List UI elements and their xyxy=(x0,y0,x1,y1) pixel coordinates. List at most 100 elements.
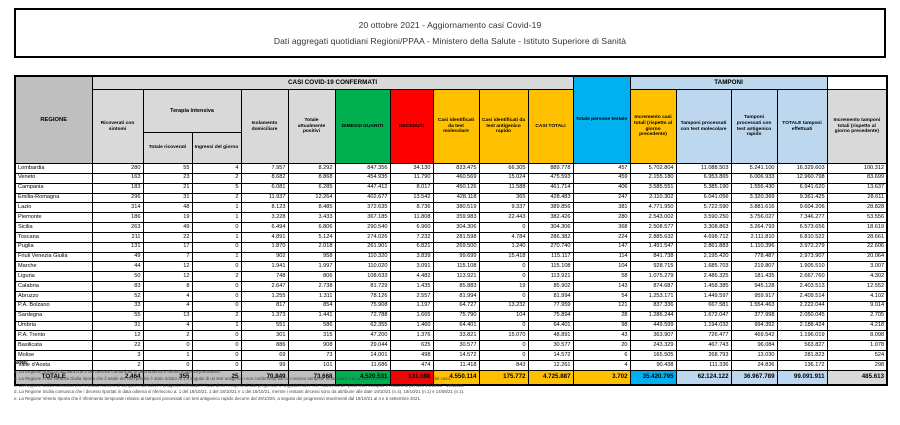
cell-ricoverati: 280 xyxy=(91,163,144,174)
cell-attualmente_positivi: 73.668 xyxy=(287,369,336,386)
region-name: Molise xyxy=(14,350,93,361)
cell-attualmente_positivi: 586 xyxy=(287,320,336,332)
cell-ti_totale: 355 xyxy=(142,369,193,386)
table-row: Marche 44 12 0 1.941 1.997 110.020 3.091 115.108… xyxy=(14,261,888,273)
region-name: Umbria xyxy=(14,320,93,332)
cell-incremento_casi: 459 xyxy=(572,172,631,184)
cell-casi_molecolare: 380.519 xyxy=(432,202,480,214)
cell-guariti: 367.185 xyxy=(334,212,391,224)
cell-ricoverati: 314 xyxy=(91,202,144,214)
cell-tamponi_antigenico: 3.320.369 xyxy=(730,192,778,204)
cell-ti_ingressi: 0 xyxy=(191,330,242,342)
cell-deceduti: 1.435 xyxy=(389,281,434,292)
cell-tamponi_totale: 12.960.798 xyxy=(776,172,828,184)
cell-ti_ingressi: 1 xyxy=(191,202,242,214)
cell-guariti: 290.540 xyxy=(334,222,391,233)
cell-ricoverati: 83 xyxy=(91,281,144,292)
cell-ricoverati: 183 xyxy=(91,182,144,194)
cell-tamponi_totale: 563.827 xyxy=(776,340,828,352)
cell-persone_testate: 1.075.279 xyxy=(629,271,677,283)
cell-incremento_casi: 224 xyxy=(572,231,631,243)
cell-casi_antigenico: 19 xyxy=(478,281,529,292)
cell-persone_testate: 874.687 xyxy=(629,281,677,292)
region-name: Marche xyxy=(14,261,93,273)
cell-tamponi_antigenico: 3.881.616 xyxy=(730,202,778,214)
cell-casi_totali: 12.261 xyxy=(527,359,574,371)
cell-incremento_tamponi: 298 xyxy=(826,359,888,371)
cell-persone_testate: 449.599 xyxy=(629,320,677,332)
cell-incremento_tamponi: 100.312 xyxy=(826,163,888,174)
cell-ti_totale: 31 xyxy=(142,192,193,204)
table-row: Umbria 31 4 1 551 586 62.355 1.460 64.401 0 64.401… xyxy=(14,320,888,332)
cell-casi_antigenico: 0 xyxy=(478,261,529,273)
note-line-e: e. La Regione Veneto riporta che il rife… xyxy=(14,396,422,402)
cell-guariti: 75.908 xyxy=(334,300,391,312)
cell-incremento_tamponi: 485.613 xyxy=(826,369,888,386)
cell-tamponi_antigenico: 3.756.027 xyxy=(730,212,778,224)
cell-casi_totali: 475.593 xyxy=(527,172,574,184)
cell-attualmente_positivi: 2.738 xyxy=(287,281,336,292)
header-tamponi-molecolare: Tamponi processati con test molecolare xyxy=(675,89,732,164)
cell-incremento_casi: 20 xyxy=(572,340,631,352)
title-line2: Dati aggregati quotidiani Regioni/PPAA -… xyxy=(273,36,627,46)
cell-attualmente_positivi: 6.285 xyxy=(287,182,336,194)
cell-tamponi_molecolare: 1.458.385 xyxy=(675,281,732,292)
cell-ti_ingressi: 2 xyxy=(191,310,242,322)
cell-tamponi_antigenico: 469.542 xyxy=(730,330,778,342)
cell-ricoverati: 33 xyxy=(91,300,144,312)
header-terapia-intensiva: Terapia intensiva xyxy=(142,89,242,133)
header-deceduti: DECEDUTI xyxy=(389,89,434,164)
region-name: P.A. Bolzano xyxy=(14,300,93,312)
cell-casi_antigenico: 15.418 xyxy=(478,251,529,263)
cell-ricoverati: 12 xyxy=(91,330,144,342)
cell-tamponi_antigenico: 959.917 xyxy=(730,290,778,302)
cell-tamponi_molecolare: 2.486.325 xyxy=(675,271,732,283)
table-body: Lombardia 280 55 4 7.957 8.292 847.356 34.130 82… xyxy=(14,163,888,386)
table-row: Toscana 211 22 1 4.891 5.124 274.026 7.232 281.5… xyxy=(14,231,888,243)
table-row: P.A. Bolzano 33 4 0 817 854 75.908 1.197 64.727 1… xyxy=(14,300,888,312)
cell-incremento_casi: 247 xyxy=(572,192,631,204)
cell-incremento_casi: 121 xyxy=(572,300,631,312)
cell-casi_totali: 389.856 xyxy=(527,202,574,214)
cell-persone_testate: 1.253.171 xyxy=(629,290,677,302)
cell-tamponi_totale: 2.222.044 xyxy=(776,300,828,312)
cell-casi_molecolare: 304.306 xyxy=(432,222,480,233)
cell-attualmente_positivi: 806 xyxy=(287,271,336,283)
region-name: Calabria xyxy=(14,281,93,292)
cell-attualmente_positivi: 958 xyxy=(287,251,336,263)
table-row: Emilia-Romagna 296 31 2 11.937 12.264 402.677 1… xyxy=(14,192,888,204)
cell-guariti: 78.126 xyxy=(334,290,391,302)
cell-tamponi_molecolare: 3.590.250 xyxy=(675,212,732,224)
cell-ti_ingressi: 25 xyxy=(191,369,242,386)
note-line-d: d. La Regione Sicilia comunica che i dec… xyxy=(14,389,465,395)
cell-tamponi_antigenico: 36.967.789 xyxy=(730,369,778,386)
cell-deceduti: 8.017 xyxy=(389,182,434,194)
cell-casi_molecolare: 64.401 xyxy=(432,320,480,332)
region-name: Toscana xyxy=(14,231,93,243)
cell-persone_testate: 35.420.795 xyxy=(629,369,677,386)
cell-deceduti: 13.542 xyxy=(389,192,434,204)
cell-tamponi_totale: 6.573.656 xyxy=(776,222,828,233)
table-row: Liguria 50 12 2 748 806 108.633 4.482 113.921 0 11… xyxy=(14,271,888,283)
cell-tamponi_totale: 2.973.907 xyxy=(776,251,828,263)
cell-casi_totali: 77.959 xyxy=(527,300,574,312)
cell-ricoverati: 3 xyxy=(91,350,144,361)
cell-attualmente_positivi: 2.018 xyxy=(287,241,336,253)
cell-deceduti: 34.130 xyxy=(389,163,434,174)
cell-incremento_tamponi: 13.637 xyxy=(826,182,888,194)
cell-casi_molecolare: 281.598 xyxy=(432,231,480,243)
cell-ti_totale: 0 xyxy=(142,340,193,352)
cell-ti_ingressi: 4 xyxy=(191,163,242,174)
notes: Note: a. La Regione Abruzzo dichiara che… xyxy=(14,360,882,403)
header-casi-totali: CASI TOTALI xyxy=(527,89,574,164)
cell-ricoverati: 263 xyxy=(91,222,144,233)
cell-casi_molecolare: 113.921 xyxy=(432,271,480,283)
cell-tamponi_totale: 1.905.510 xyxy=(776,261,828,273)
cell-attualmente_positivi: 1.997 xyxy=(287,261,336,273)
cell-casi_totali: 4.725.887 xyxy=(527,369,574,386)
cell-casi_antigenico: 0 xyxy=(478,271,529,283)
cell-tamponi_antigenico: 96.084 xyxy=(730,340,778,352)
cell-casi_molecolare: 81.994 xyxy=(432,290,480,302)
cell-casi_molecolare: 85.883 xyxy=(432,281,480,292)
cell-guariti: 372.635 xyxy=(334,202,391,214)
